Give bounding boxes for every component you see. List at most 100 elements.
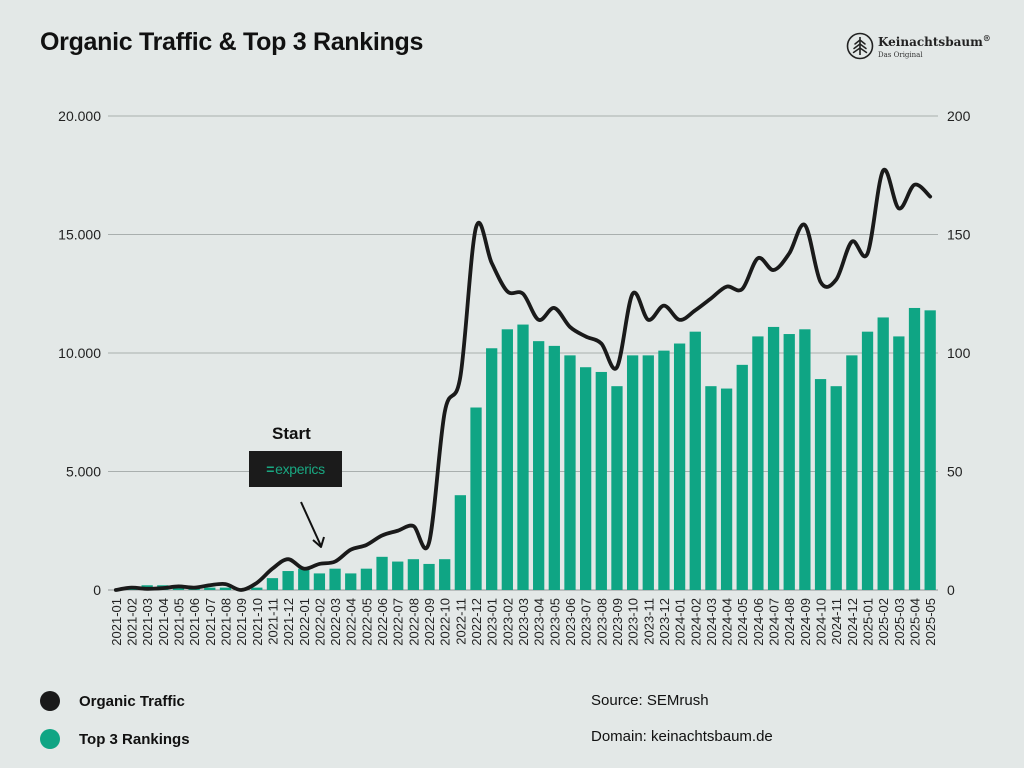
legend-dot-icon [40, 729, 60, 749]
bar [501, 329, 513, 590]
bar [329, 568, 341, 590]
brand-logo: Keinachtsbaum® Das Original [846, 30, 991, 62]
x-tick-label: 2022-08 [406, 598, 421, 646]
bar [799, 329, 811, 590]
bar [658, 350, 670, 590]
x-tick-label: 2025-04 [908, 598, 923, 646]
bar [689, 331, 701, 590]
bar [439, 559, 451, 590]
experics-badge: = experics [249, 451, 342, 487]
bar [517, 324, 529, 590]
x-tick-label: 2021-01 [109, 598, 124, 646]
y-right-tick-label: 50 [947, 464, 963, 480]
x-tick-label: 2022-01 [297, 598, 312, 646]
chart-canvas: 0 0 5.000 50 10.000 100 15.000 150 20.000 200 2021… [58, 108, 971, 646]
x-tick-label: 2024-02 [688, 598, 703, 646]
y-left-tick-label: 20.000 [58, 108, 101, 124]
bar [736, 364, 748, 590]
bar [298, 568, 310, 590]
legend-item-organic-traffic: Organic Traffic [40, 691, 185, 711]
x-tick-label: 2024-04 [720, 598, 735, 646]
bar [204, 587, 216, 590]
x-tick-label: 2021-12 [281, 598, 296, 646]
x-tick-label: 2021-11 [265, 598, 280, 645]
source-note: Source: SEMrush [591, 692, 709, 709]
bar [580, 367, 592, 590]
x-tick-label: 2021-03 [140, 598, 155, 646]
x-tick-label: 2023-12 [657, 598, 672, 646]
x-tick-label: 2025-03 [892, 598, 907, 646]
bar [345, 573, 357, 590]
x-tick-label: 2022-10 [438, 598, 453, 646]
bar [360, 568, 373, 590]
y-left-tick-label: 10.000 [58, 345, 101, 361]
bar [219, 587, 232, 590]
bar [548, 345, 560, 590]
x-tick-label: 2024-05 [735, 598, 750, 646]
x-tick-label: 2024-07 [767, 598, 782, 646]
bar [877, 317, 889, 590]
x-tick-label: 2023-08 [594, 598, 609, 646]
bar [642, 355, 654, 590]
x-tick-label: 2022-04 [344, 598, 359, 646]
x-tick-label: 2022-09 [422, 598, 437, 646]
bar [673, 343, 686, 590]
x-tick-label: 2022-03 [328, 598, 343, 646]
badge-text: experics [275, 461, 325, 477]
organic-traffic-line [113, 167, 933, 592]
bar [705, 386, 717, 590]
x-tick-label: 2024-11 [829, 598, 844, 645]
x-tick-label: 2022-02 [312, 598, 327, 646]
x-tick-label: 2023-03 [516, 598, 531, 646]
x-tick-label: 2023-07 [579, 598, 594, 646]
x-tick-label: 2021-04 [156, 598, 171, 646]
bar [454, 495, 466, 590]
x-tick-label: 2025-01 [861, 598, 876, 646]
x-tick-label: 2023-11 [641, 598, 656, 645]
x-tick-label: 2021-08 [218, 598, 233, 646]
bar [752, 336, 764, 590]
x-tick-label: 2024-06 [751, 598, 766, 646]
bar [767, 326, 780, 590]
x-tick-label: 2024-12 [845, 598, 860, 646]
x-tick-label: 2021-05 [171, 598, 186, 646]
legend-label: Top 3 Rankings [79, 730, 190, 748]
bar [376, 556, 388, 590]
x-tick-label: 2021-06 [187, 598, 202, 646]
x-tick-label: 2023-01 [485, 598, 500, 646]
bar [313, 573, 326, 590]
bar [893, 336, 905, 590]
x-tick-label: 2023-10 [626, 598, 641, 646]
brand-registered-mark: ® [982, 32, 991, 43]
brand-tagline: Das Original [878, 50, 923, 59]
legend-label: Organic Traffic [79, 692, 185, 710]
x-tick-label: 2023-04 [532, 598, 547, 646]
bar [908, 307, 921, 590]
x-tick-label: 2024-08 [782, 598, 797, 646]
x-tick-label: 2023-05 [547, 598, 562, 646]
bar [846, 355, 858, 590]
x-tick-label: 2022-12 [469, 598, 484, 646]
y-right-tick-label: 0 [947, 582, 955, 598]
bar [564, 355, 576, 590]
bar [266, 578, 279, 590]
x-tick-label: 2024-09 [798, 598, 813, 646]
x-tick-label: 2023-09 [610, 598, 625, 646]
chart-title: Organic Traffic & Top 3 Rankings [40, 28, 424, 56]
annotation-arrow [300, 501, 322, 547]
bar [611, 386, 623, 590]
bar [595, 371, 607, 590]
brand-name: Keinachtsbaum [878, 34, 983, 49]
x-tick-label: 2022-07 [391, 598, 406, 646]
y-right-tick-label: 150 [947, 227, 971, 243]
bar [861, 331, 874, 590]
bar [423, 563, 435, 590]
bar [626, 355, 639, 590]
x-tick-label: 2025-02 [876, 598, 891, 646]
legend-item-top3-rankings: Top 3 Rankings [40, 729, 190, 749]
bar [783, 334, 795, 590]
x-tick-label: 2024-03 [704, 598, 719, 646]
bar [172, 587, 185, 590]
x-tick-label: 2024-10 [814, 598, 829, 646]
arrow-head-icon [312, 536, 325, 548]
